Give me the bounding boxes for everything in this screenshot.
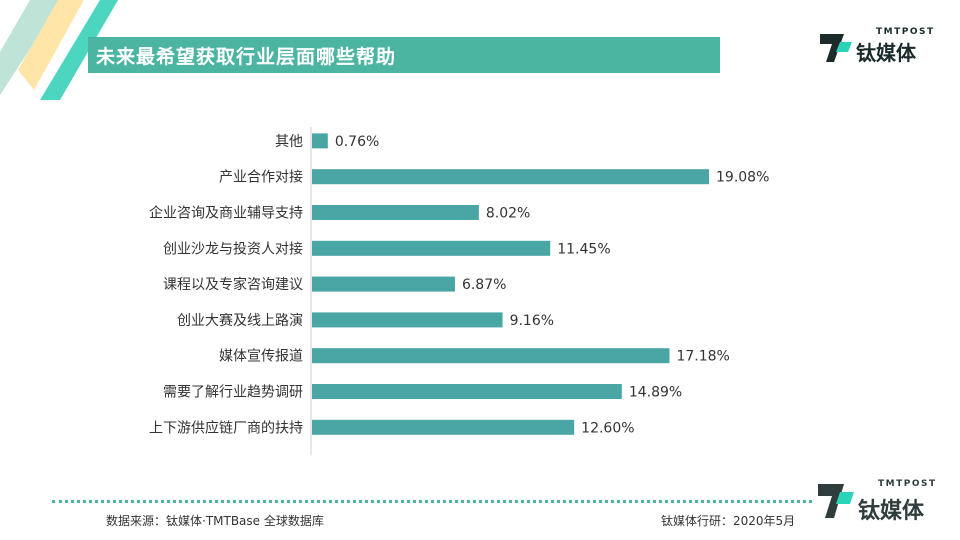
bar <box>312 169 709 185</box>
bar <box>312 133 328 149</box>
value-label: 17.18% <box>676 349 729 365</box>
value-label: 11.45% <box>557 241 610 257</box>
value-label: 14.89% <box>629 385 682 401</box>
footer-divider <box>52 500 812 503</box>
category-label: 其他 <box>275 134 303 150</box>
value-label: 6.87% <box>462 277 506 293</box>
brand-logo-icon: TMTPOST 钛媒体 <box>820 27 935 65</box>
category-label: 产业合作对接 <box>219 169 303 186</box>
bar <box>312 205 479 220</box>
bar-chart: 其他 0.76% 产业合作对接 19.08% 企业咨询及商业辅导支持 8.02% 创业沙龙与… <box>149 127 769 456</box>
value-label: 0.76% <box>335 134 379 150</box>
value-label: 9.16% <box>510 313 554 329</box>
page-title: 未来最希望获取行业层面哪些帮助 <box>96 46 397 68</box>
value-label: 12.60% <box>581 420 634 436</box>
footer-credit: 钛媒体行研：2020年5月 <box>661 514 796 528</box>
bar <box>312 348 670 364</box>
footer-brand-name-cn: 钛媒体 <box>858 498 925 524</box>
footer-brand-name-en: TMTPOST <box>878 479 937 489</box>
value-label: 8.02% <box>486 206 530 222</box>
category-label: 需要了解行业趋势调研 <box>163 385 303 401</box>
category-label: 课程以及专家咨询建议 <box>163 276 303 293</box>
brand-name-cn: 钛媒体 <box>856 41 917 65</box>
category-label: 创业沙龙与投资人对接 <box>163 240 303 257</box>
bars-layer: 其他 0.76% 产业合作对接 19.08% 企业咨询及商业辅导支持 8.02% 创业沙龙与… <box>149 127 769 456</box>
category-label: 媒体宣传报道 <box>219 349 303 365</box>
bar <box>312 276 455 292</box>
bar <box>312 312 503 328</box>
decorative-stripes <box>0 0 118 100</box>
brand-name-en: TMTPOST <box>876 27 935 37</box>
footer-logo-icon: TMTPOST 钛媒体 <box>818 479 937 524</box>
category-label: 上下游供应链厂商的扶持 <box>149 419 303 436</box>
bar <box>312 384 622 399</box>
value-label: 19.08% <box>716 170 769 186</box>
bar <box>312 240 551 256</box>
bar <box>312 419 575 435</box>
category-label: 企业咨询及商业辅导支持 <box>149 205 303 222</box>
category-label: 创业大赛及线上路演 <box>177 313 303 329</box>
footer-source: 数据来源：钛媒体·TMTBase 全球数据库 <box>106 514 324 528</box>
title-bar <box>88 37 720 73</box>
